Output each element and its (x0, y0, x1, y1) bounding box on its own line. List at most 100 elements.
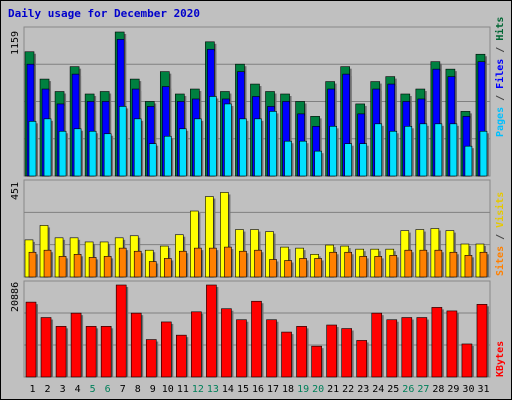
x-tick-label: 25 (387, 384, 399, 395)
bar-sites (434, 249, 443, 278)
bar-kbytes (206, 284, 217, 378)
bar-kbytes (251, 300, 262, 378)
bar-sites (163, 258, 172, 278)
x-tick-label: 16 (252, 384, 264, 395)
bar-kbytes (55, 326, 67, 378)
bar-kbytes (386, 319, 398, 378)
bar-kbytes (371, 312, 383, 378)
bar-sites (269, 259, 277, 278)
bar-pages (404, 126, 413, 177)
x-tick-label: 13 (207, 384, 219, 395)
bar-sites (419, 249, 428, 278)
x-tick-label: 26 (402, 384, 414, 395)
bar-kbytes (25, 301, 37, 378)
bar-sites (58, 256, 67, 278)
bar-kbytes (461, 343, 473, 378)
bar-sites (464, 255, 473, 278)
bar-pages (43, 118, 52, 177)
x-tick-label: 2 (45, 384, 51, 395)
bar-pages (58, 130, 67, 177)
x-tick-label: 29 (447, 384, 459, 395)
bar-kbytes (221, 308, 232, 378)
bar-pages (374, 123, 383, 177)
bar-pages (299, 140, 307, 177)
bar-pages (163, 135, 172, 177)
bar-pages (88, 130, 97, 177)
bar-kbytes (401, 317, 413, 378)
bar-pages (284, 140, 292, 177)
x-tick-label: 14 (222, 384, 234, 395)
x-tick-label: 19 (297, 384, 309, 395)
x-tick-label: 5 (90, 384, 96, 395)
bar-kbytes (296, 326, 307, 378)
bar-pages (103, 133, 112, 177)
bar-sites (359, 256, 368, 278)
bar-pages (118, 106, 127, 177)
bar-pages (269, 111, 277, 177)
bar-pages (28, 121, 37, 177)
bar-pages (329, 126, 337, 177)
bar-kbytes (160, 321, 172, 378)
bar-sites (299, 258, 307, 278)
bar-sites (344, 251, 352, 278)
x-tick-label: 20 (312, 384, 324, 395)
bar-sites (479, 251, 488, 278)
bar-kbytes (281, 331, 292, 378)
bar-kbytes (341, 328, 352, 378)
bar-sites (88, 257, 97, 278)
bar-kbytes (40, 317, 52, 378)
bar-kbytes (326, 324, 337, 378)
bar-kbytes (236, 319, 247, 378)
bar-pages (179, 128, 187, 177)
bar-sites (179, 250, 187, 278)
x-tick-label: 4 (75, 384, 81, 395)
bar-sites (224, 246, 232, 278)
bar-sites (209, 247, 217, 278)
x-tick-label: 28 (432, 384, 444, 395)
x-tick-label: 7 (120, 384, 126, 395)
bar-kbytes (145, 339, 157, 378)
x-tick-label: 27 (417, 384, 429, 395)
bar-sites (103, 256, 112, 278)
bar-kbytes (191, 311, 202, 378)
bar-sites (374, 256, 383, 278)
bar-pages (194, 118, 202, 177)
bar-kbytes (446, 310, 458, 378)
bar-kbytes (266, 319, 277, 378)
x-tick-label: 1 (30, 384, 36, 395)
bar-kbytes (416, 317, 428, 378)
bar-pages (254, 118, 262, 177)
bar-sites (118, 247, 127, 278)
x-tick-label: 12 (192, 384, 204, 395)
bar-kbytes (115, 284, 127, 378)
bar-sites (28, 251, 37, 278)
x-tick-label: 30 (462, 384, 474, 395)
x-tick-label: 11 (177, 384, 189, 395)
bar-pages (73, 128, 82, 177)
bar-pages (449, 123, 458, 177)
bar-kbytes (70, 312, 82, 378)
bar-kbytes (130, 312, 142, 378)
x-tick-label: 22 (342, 384, 354, 395)
bar-sites (389, 255, 398, 278)
bar-sites (449, 251, 458, 278)
bar-sites (73, 254, 82, 278)
bar-kbytes (100, 326, 112, 378)
bar-sites (254, 249, 262, 278)
x-tick-label: 23 (357, 384, 369, 395)
x-tick-label: 21 (327, 384, 339, 395)
bar-kbytes (311, 345, 322, 378)
bar-sites (404, 249, 413, 278)
bar-sites (194, 247, 202, 278)
bar-kbytes (476, 304, 488, 378)
bar-pages (239, 118, 247, 177)
bar-pages (479, 130, 488, 177)
x-tick-label: 17 (267, 384, 279, 395)
bar-sites (284, 260, 292, 278)
x-tick-label: 3 (60, 384, 66, 395)
bar-sites (43, 249, 52, 278)
x-tick-label: 24 (372, 384, 384, 395)
chart-title: Daily usage for December 2020 (8, 7, 201, 20)
x-tick-label: 9 (150, 384, 156, 395)
bar-kbytes (356, 340, 368, 378)
